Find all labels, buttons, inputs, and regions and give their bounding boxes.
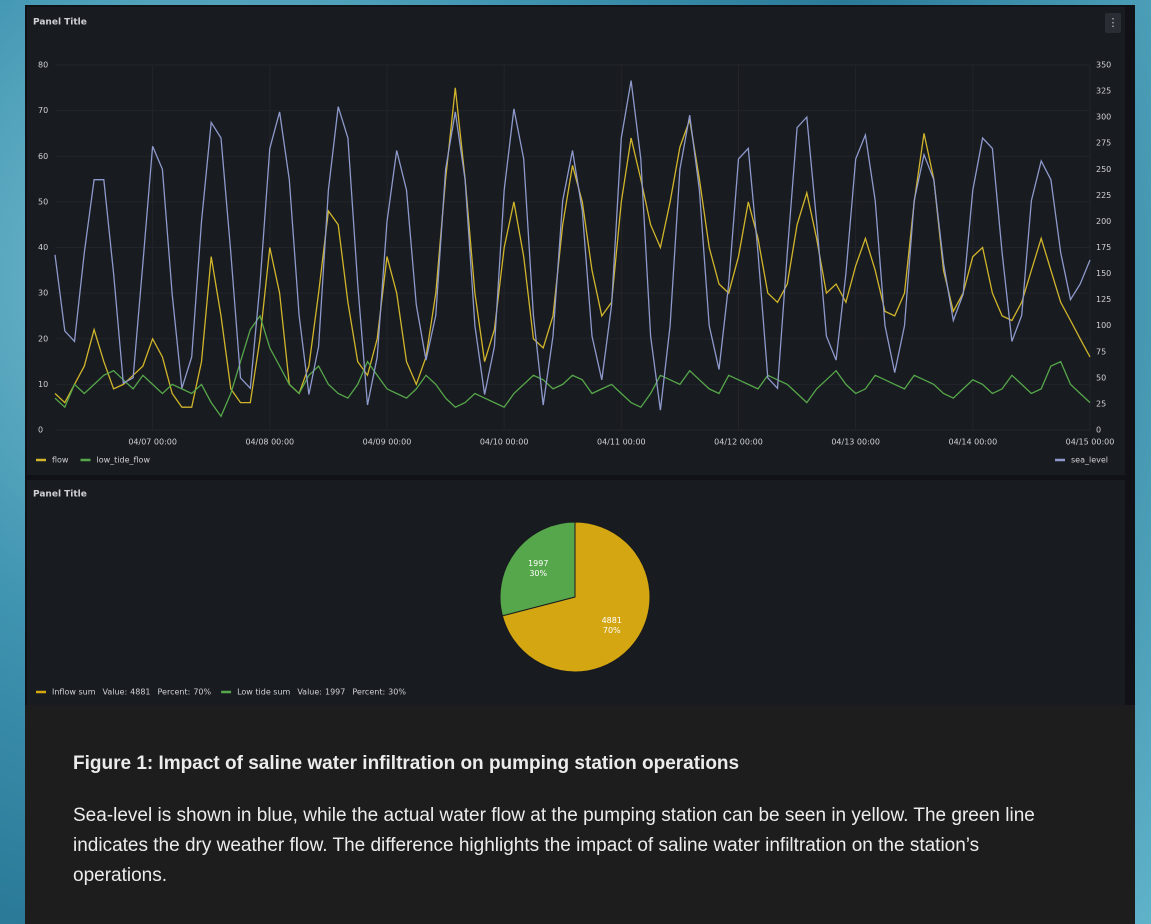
- x-tick-label: 04/08 00:00: [245, 438, 294, 447]
- y2-tick-label: 325: [1096, 87, 1111, 96]
- legend-percent-word: Percent:: [352, 688, 385, 697]
- x-tick-label: 04/12 00:00: [714, 438, 763, 447]
- y-tick-label: 20: [38, 334, 48, 343]
- y2-tick-label: 25: [1096, 399, 1106, 408]
- panel-title: Panel Title: [33, 18, 87, 28]
- y2-tick-label: 50: [1096, 373, 1106, 382]
- y2-tick-label: 300: [1096, 113, 1111, 122]
- panel-title: Panel Title: [33, 490, 87, 500]
- y2-tick-label: 150: [1096, 269, 1111, 278]
- slice-percent-label: 70%: [603, 626, 621, 635]
- legend-percent: 70%: [193, 688, 211, 697]
- x-tick-label: 04/15 00:00: [1066, 438, 1115, 447]
- y-tick-label: 80: [38, 61, 48, 70]
- y2-tick-label: 75: [1096, 347, 1106, 356]
- y2-tick-label: 200: [1096, 217, 1111, 226]
- slice-value-label: 1997: [528, 559, 548, 568]
- x-tick-label: 04/11 00:00: [597, 438, 646, 447]
- y-tick-label: 0: [38, 426, 43, 435]
- caption-title: Figure 1: Impact of saline water infiltr…: [73, 753, 740, 774]
- panel: [27, 7, 1125, 475]
- legend-value-word: Value:: [102, 688, 127, 697]
- y2-tick-label: 275: [1096, 139, 1111, 148]
- caption: Figure 1: Impact of saline water infiltr…: [25, 705, 1135, 924]
- legend-value-word: Value:: [297, 688, 322, 697]
- slice-value-label: 4881: [602, 616, 622, 625]
- legend-label: flow: [52, 456, 69, 465]
- slice-percent-label: 30%: [529, 569, 547, 578]
- x-tick-label: 04/07 00:00: [128, 438, 177, 447]
- pie-slice: [499, 521, 576, 617]
- y-tick-label: 70: [38, 106, 48, 115]
- y-tick-label: 40: [38, 243, 48, 252]
- y2-tick-label: 350: [1096, 61, 1111, 70]
- y-tick-label: 10: [38, 380, 48, 389]
- y2-tick-label: 125: [1096, 295, 1111, 304]
- menu-icon[interactable]: ⋮: [1108, 16, 1119, 29]
- dashboard: ⋮ Panel Title 0 10 20 30 40 50 60 70 80 0 25 50 75 100…: [25, 5, 1135, 705]
- series-line: [54, 314, 1091, 418]
- y-tick-label: 30: [38, 289, 48, 298]
- series-line: [54, 87, 1091, 408]
- y2-tick-label: 225: [1096, 191, 1111, 200]
- legend-label: Inflow sum: [52, 688, 96, 697]
- caption-body: Sea-level is shown in blue, while the ac…: [73, 805, 1035, 886]
- y2-tick-label: 175: [1096, 243, 1111, 252]
- x-tick-label: 04/14 00:00: [949, 438, 998, 447]
- x-tick-label: 04/13 00:00: [831, 438, 880, 447]
- x-tick-label: 04/09 00:00: [363, 438, 412, 447]
- legend-percent: 30%: [388, 688, 406, 697]
- y2-tick-label: 250: [1096, 165, 1111, 174]
- legend-label: Low tide sum: [237, 688, 290, 697]
- legend-percent-word: Percent:: [158, 688, 191, 697]
- legend-label: sea_level: [1071, 456, 1108, 465]
- pie-slice: [501, 521, 651, 673]
- legend-label: low_tide_flow: [96, 456, 150, 465]
- legend-value: 1997: [325, 688, 345, 697]
- y2-tick-label: 0: [1096, 426, 1101, 435]
- legend-value: 4881: [130, 688, 150, 697]
- x-tick-label: 04/10 00:00: [480, 438, 529, 447]
- y-tick-label: 60: [38, 152, 48, 161]
- y2-tick-label: 100: [1096, 321, 1111, 330]
- panel-menu-button[interactable]: [1105, 13, 1121, 33]
- y-tick-label: 50: [38, 197, 48, 206]
- series-line: [54, 80, 1091, 411]
